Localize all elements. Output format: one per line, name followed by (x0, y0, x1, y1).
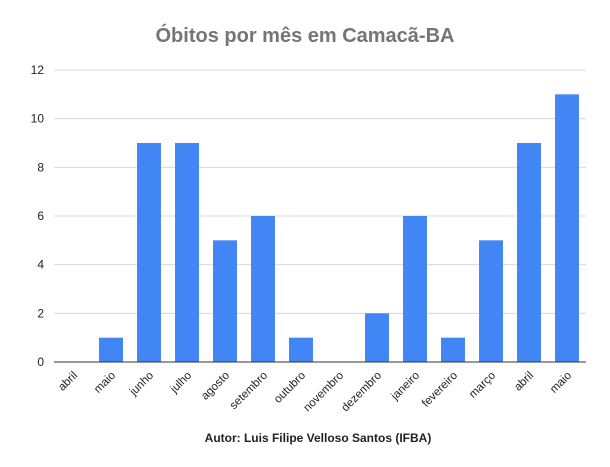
x-tick-label: abril (56, 370, 80, 394)
chart-title: Óbitos por mês em Camacã-BA (156, 23, 455, 47)
x-tick-label: janeiro (389, 370, 423, 404)
x-tick-label: março (467, 370, 498, 401)
y-tick-label: 10 (31, 112, 45, 126)
y-tick-label: 4 (37, 258, 44, 272)
y-axis-ticks: 0 2 4 6 8 10 12 (31, 63, 45, 369)
y-tick-label: 6 (37, 209, 44, 223)
x-tick-label: junho (127, 370, 156, 399)
x-tick-label: agosto (199, 370, 232, 403)
x-tick-label: outubro (272, 370, 308, 406)
bar-março (479, 240, 503, 362)
bar-maio (555, 94, 579, 362)
bars (99, 94, 579, 362)
y-tick-label: 8 (37, 160, 44, 174)
x-tick-label: maio (548, 370, 574, 396)
bar-maio (99, 337, 123, 362)
x-axis-label: Autor: Luis Filipe Velloso Santos (IFBA) (205, 431, 432, 445)
x-tick-label: dezembro (339, 370, 384, 415)
x-tick-label: novembro (301, 370, 346, 415)
bar-abril (517, 143, 541, 362)
bar-outubro (289, 337, 313, 362)
x-tick-label: fevereiro (420, 370, 460, 410)
bar-fevereiro (441, 337, 465, 362)
bar-julho (175, 143, 199, 362)
x-tick-label: maio (92, 370, 118, 396)
bar-agosto (213, 240, 237, 362)
y-tick-label: 0 (37, 355, 44, 369)
bar-janeiro (403, 216, 427, 362)
bar-junho (137, 143, 161, 362)
bar-dezembro (365, 313, 389, 362)
x-tick-label: julho (168, 370, 194, 396)
x-tick-label: abril (512, 370, 536, 394)
x-tick-label: setembro (228, 370, 270, 412)
bar-setembro (251, 216, 275, 362)
y-tick-label: 2 (37, 306, 44, 320)
gridlines (54, 69, 586, 314)
y-tick-label: 12 (31, 63, 45, 77)
